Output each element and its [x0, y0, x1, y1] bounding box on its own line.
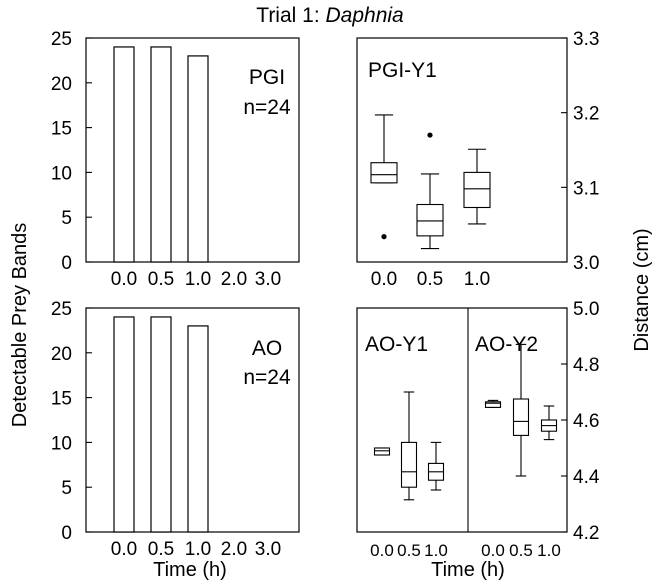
- ao-y2-box-0.0-iqr-box: [484, 401, 502, 408]
- ao-bar-1.0: [187, 325, 209, 533]
- pgi-x-tick-label: 3.0: [255, 269, 281, 290]
- ao-y-tick-label: 15: [51, 389, 72, 410]
- ao-y-tick-label: 25: [51, 299, 72, 320]
- ao-y-tick-label: 20: [51, 344, 72, 365]
- ao-y-y-tick-label: 4.8: [573, 355, 599, 376]
- pgi-y-tick-label: 15: [51, 119, 72, 140]
- ao-y1-x-tick-label: 0.0: [370, 541, 394, 560]
- pgi-bar-0.5: [150, 46, 172, 263]
- pgi-x-tick-label: 0.0: [111, 269, 137, 290]
- pgi-y1-y-tick-label: 3.0: [573, 253, 599, 274]
- pgi-panel-label: PGI: [249, 66, 285, 89]
- pgi-sample-size: n=24: [243, 96, 291, 119]
- pgi-y-tick-label: 0: [61, 253, 72, 274]
- pgi-y1-plot-frame: [356, 37, 568, 263]
- ao-y2-box-1.0: [540, 405, 558, 441]
- ao-y1-x-tick-label: 1.0: [424, 541, 448, 560]
- pgi-y1-boxes: [370, 114, 491, 250]
- ao-y-ticks: 0 5 10 15 20 25: [51, 299, 92, 544]
- pgi-y1-box-0.5-iqr-box: [416, 203, 444, 237]
- ao-y2-box-0.0: [484, 399, 502, 408]
- figure-title: Trial 1: Daphnia: [256, 4, 403, 27]
- pgi-y-ticks: 0 5 10 15 20 25: [51, 29, 92, 274]
- ao-y-box-panel: 4.24.44.64.85.0 0.0 0.5 1.0 0.0 0.5 1.0 AO-Y1…: [356, 299, 600, 560]
- pgi-y1-box-0.0-outlier-point: [381, 234, 387, 240]
- pgi-y1-y-tick-label: 3.3: [573, 29, 599, 50]
- ao-y1-box-0.5-iqr-box: [400, 441, 418, 488]
- pgi-x-tick-label: 0.5: [148, 269, 174, 290]
- ao-y-y-tick-label: 5.0: [573, 299, 599, 320]
- pgi-y1-box-0.0: [370, 114, 398, 240]
- pgi-y1-y-ticks: 3.0 3.1 3.2 3.3: [561, 29, 599, 274]
- ao-y1-box-0.0: [373, 447, 391, 456]
- ao-y1-panel-label: AO-Y1: [365, 333, 428, 356]
- pgi-y1-x-ticks: 0.0 0.5 1.0: [371, 269, 490, 290]
- ao-y2-x-tick-label: 0.5: [509, 541, 533, 560]
- right-x-axis-label: Time (h): [431, 559, 505, 581]
- ao-y-x-ticks: 0.0 0.5 1.0 0.0 0.5 1.0: [370, 541, 561, 560]
- ao-y2-x-tick-label: 0.0: [481, 541, 505, 560]
- ao-x-tick-label: 1.0: [185, 539, 211, 560]
- ao-panel-label: AO: [252, 337, 282, 360]
- ao-bar-0.0: [113, 316, 135, 533]
- ao-y-y-tick-label: 4.6: [573, 411, 599, 432]
- ao-y2-box-0.5-iqr-box: [512, 398, 530, 436]
- ao-x-tick-label: 0.5: [148, 539, 174, 560]
- pgi-y-tick-label: 10: [51, 163, 72, 184]
- pgi-y1-box-1.0: [463, 148, 491, 225]
- ao-y1-box-0.5: [400, 391, 418, 501]
- pgi-y1-box-0.5-outlier-point: [427, 132, 433, 138]
- ao-bars: [113, 316, 209, 533]
- pgi-bar-1.0: [187, 55, 209, 263]
- ao-y-tick-label: 10: [51, 433, 72, 454]
- ao-y2-panel-label: AO-Y2: [475, 333, 538, 356]
- pgi-y1-y-tick-label: 3.2: [573, 104, 599, 125]
- ao-y-y-tick-label: 4.2: [573, 523, 599, 544]
- ao-y2-x-tick-label: 1.0: [537, 541, 561, 560]
- pgi-bars: [113, 46, 209, 263]
- ao-y-boxes: [373, 343, 558, 501]
- ao-bar-panel: 0 5 10 15 20 25 0.0 0.5 1.0 2.0 3.0 AO n=24: [51, 299, 300, 560]
- ao-y-y-tick-label: 4.4: [573, 467, 600, 488]
- left-x-axis-label: Time (h): [153, 559, 227, 581]
- ao-bar-0.5: [150, 316, 172, 533]
- pgi-x-tick-label: 1.0: [185, 269, 211, 290]
- pgi-y-tick-label: 5: [61, 208, 72, 229]
- ao-x-tick-label: 2.0: [221, 539, 247, 560]
- ao-y-tick-label: 0: [61, 523, 72, 544]
- left-y-axis-label: Detectable Prey Bands: [9, 223, 31, 428]
- ao-x-tick-label: 3.0: [255, 539, 281, 560]
- pgi-y1-box-1.0-iqr-box: [463, 171, 491, 209]
- ao-y-y-ticks: 4.2 4.4 4.6 4.8 5.0: [561, 299, 600, 544]
- pgi-y1-y-tick-label: 3.1: [573, 178, 599, 199]
- ao-y-tick-label: 5: [61, 478, 72, 499]
- ao-y1-box-1.0: [427, 441, 445, 491]
- ao-y1-x-tick-label: 0.5: [397, 541, 421, 560]
- pgi-bar-panel: 0 5 10 15 20 25 0.0 0.5 1.0 2.0 3.0 PGI n=24: [51, 29, 300, 290]
- pgi-y1-x-tick-label: 1.0: [464, 269, 490, 290]
- pgi-y1-x-tick-label: 0.5: [417, 269, 443, 290]
- pgi-y1-box-0.5: [416, 132, 444, 250]
- ao-y2-box-0.5: [512, 343, 530, 477]
- pgi-y1-panel-label: PGI-Y1: [368, 59, 437, 82]
- pgi-y1-box-0.0-iqr-box: [370, 162, 398, 184]
- pgi-bar-0.0: [113, 46, 135, 263]
- pgi-y1-box-panel: 3.0 3.1 3.2 3.3 0.0 0.5 1.0 PGI-Y1: [356, 29, 599, 290]
- ao-x-ticks: 0.0 0.5 1.0 2.0 3.0: [111, 539, 281, 560]
- ao-x-tick-label: 0.0: [111, 539, 137, 560]
- pgi-y1-x-tick-label: 0.0: [371, 269, 397, 290]
- pgi-x-ticks: 0.0 0.5 1.0 2.0 3.0: [111, 269, 281, 290]
- ao-y1-box-0.0-iqr-box: [373, 447, 391, 456]
- right-y-axis-label: Distance (cm): [631, 228, 653, 351]
- pgi-y-tick-label: 20: [51, 74, 72, 95]
- pgi-y-tick-label: 25: [51, 29, 72, 50]
- ao-sample-size: n=24: [243, 366, 291, 389]
- pgi-x-tick-label: 2.0: [221, 269, 247, 290]
